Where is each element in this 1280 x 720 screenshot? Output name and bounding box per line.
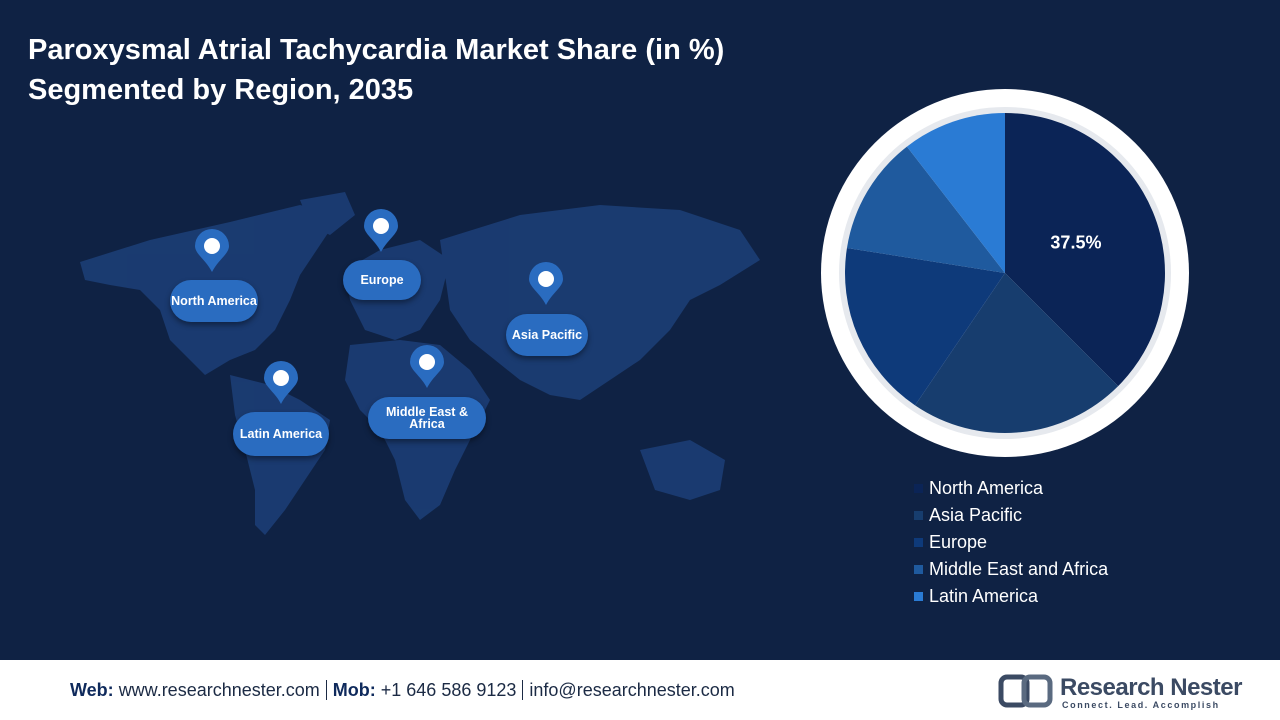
legend-item: Asia Pacific bbox=[914, 502, 1108, 529]
web[interactable]: www.researchnester.com bbox=[118, 680, 320, 700]
chart-subtitle: Segmented by Region, 2035 bbox=[28, 74, 414, 106]
pin-dot bbox=[538, 271, 554, 287]
legend-swatch bbox=[914, 511, 923, 520]
legend-swatch bbox=[914, 484, 923, 493]
pie-slice bbox=[915, 273, 1119, 434]
pie-slice bbox=[846, 146, 1005, 273]
pin-label: Europe bbox=[343, 260, 421, 300]
legend-swatch bbox=[914, 592, 923, 601]
pie-slice bbox=[906, 113, 1005, 273]
pin-label: North America bbox=[170, 280, 258, 322]
legend-swatch bbox=[914, 565, 923, 574]
email[interactable]: info@researchnester.com bbox=[529, 680, 735, 700]
tagline: Connect. Lead. Accomplish bbox=[1062, 700, 1220, 710]
separator bbox=[325, 680, 327, 700]
pin-dot bbox=[373, 218, 389, 234]
mob-label: Mob: bbox=[332, 680, 376, 700]
pie-slice bbox=[844, 247, 1005, 406]
legend-label: Middle East and Africa bbox=[929, 559, 1109, 579]
web-label: Web: bbox=[70, 680, 114, 700]
pin-dot bbox=[204, 238, 220, 254]
legend-label: Asia Pacific bbox=[929, 505, 1023, 525]
legend-label: Latin America bbox=[929, 586, 1039, 606]
pin-dot bbox=[273, 370, 289, 386]
pin-dot bbox=[419, 354, 435, 370]
logo bbox=[998, 674, 1053, 708]
brand: Research Nester bbox=[1060, 674, 1242, 701]
legend: North America Asia Pacific Europe Middle Ea… bbox=[914, 475, 1108, 610]
legend-item: Europe bbox=[914, 529, 1108, 556]
pin-label: Latin America bbox=[233, 412, 329, 456]
chart-title: Paroxysmal Atrial Tachycardia Market Sha… bbox=[28, 34, 725, 66]
footer: Web: www.researchnester.com Mob: +1 646 5… bbox=[0, 660, 1280, 720]
pin-label: Asia Pacific bbox=[506, 314, 588, 356]
legend-label: North America bbox=[929, 478, 1044, 498]
legend-label: Europe bbox=[929, 532, 988, 552]
legend-item: North America bbox=[914, 475, 1108, 502]
legend-item: Latin America bbox=[914, 583, 1108, 610]
pin-label: Middle East & Africa bbox=[368, 397, 486, 439]
value-label: 37.5% bbox=[1050, 232, 1101, 252]
mobile: +1 646 586 9123 bbox=[380, 680, 517, 700]
pie-slice bbox=[1005, 113, 1165, 387]
legend-item: Middle East and Africa bbox=[914, 556, 1108, 583]
separator bbox=[522, 680, 524, 700]
legend-swatch bbox=[914, 538, 923, 547]
contact-line: Web: www.researchnester.com Mob: +1 646 5… bbox=[70, 680, 735, 701]
